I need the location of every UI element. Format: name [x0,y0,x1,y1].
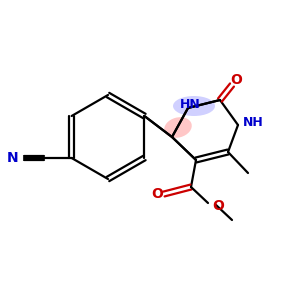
Text: O: O [212,199,224,213]
Text: O: O [151,187,163,201]
Text: N: N [7,151,19,165]
Ellipse shape [164,117,192,138]
Text: HN: HN [180,98,200,112]
Ellipse shape [173,96,215,116]
Text: NH: NH [243,116,264,130]
Text: O: O [230,73,242,87]
